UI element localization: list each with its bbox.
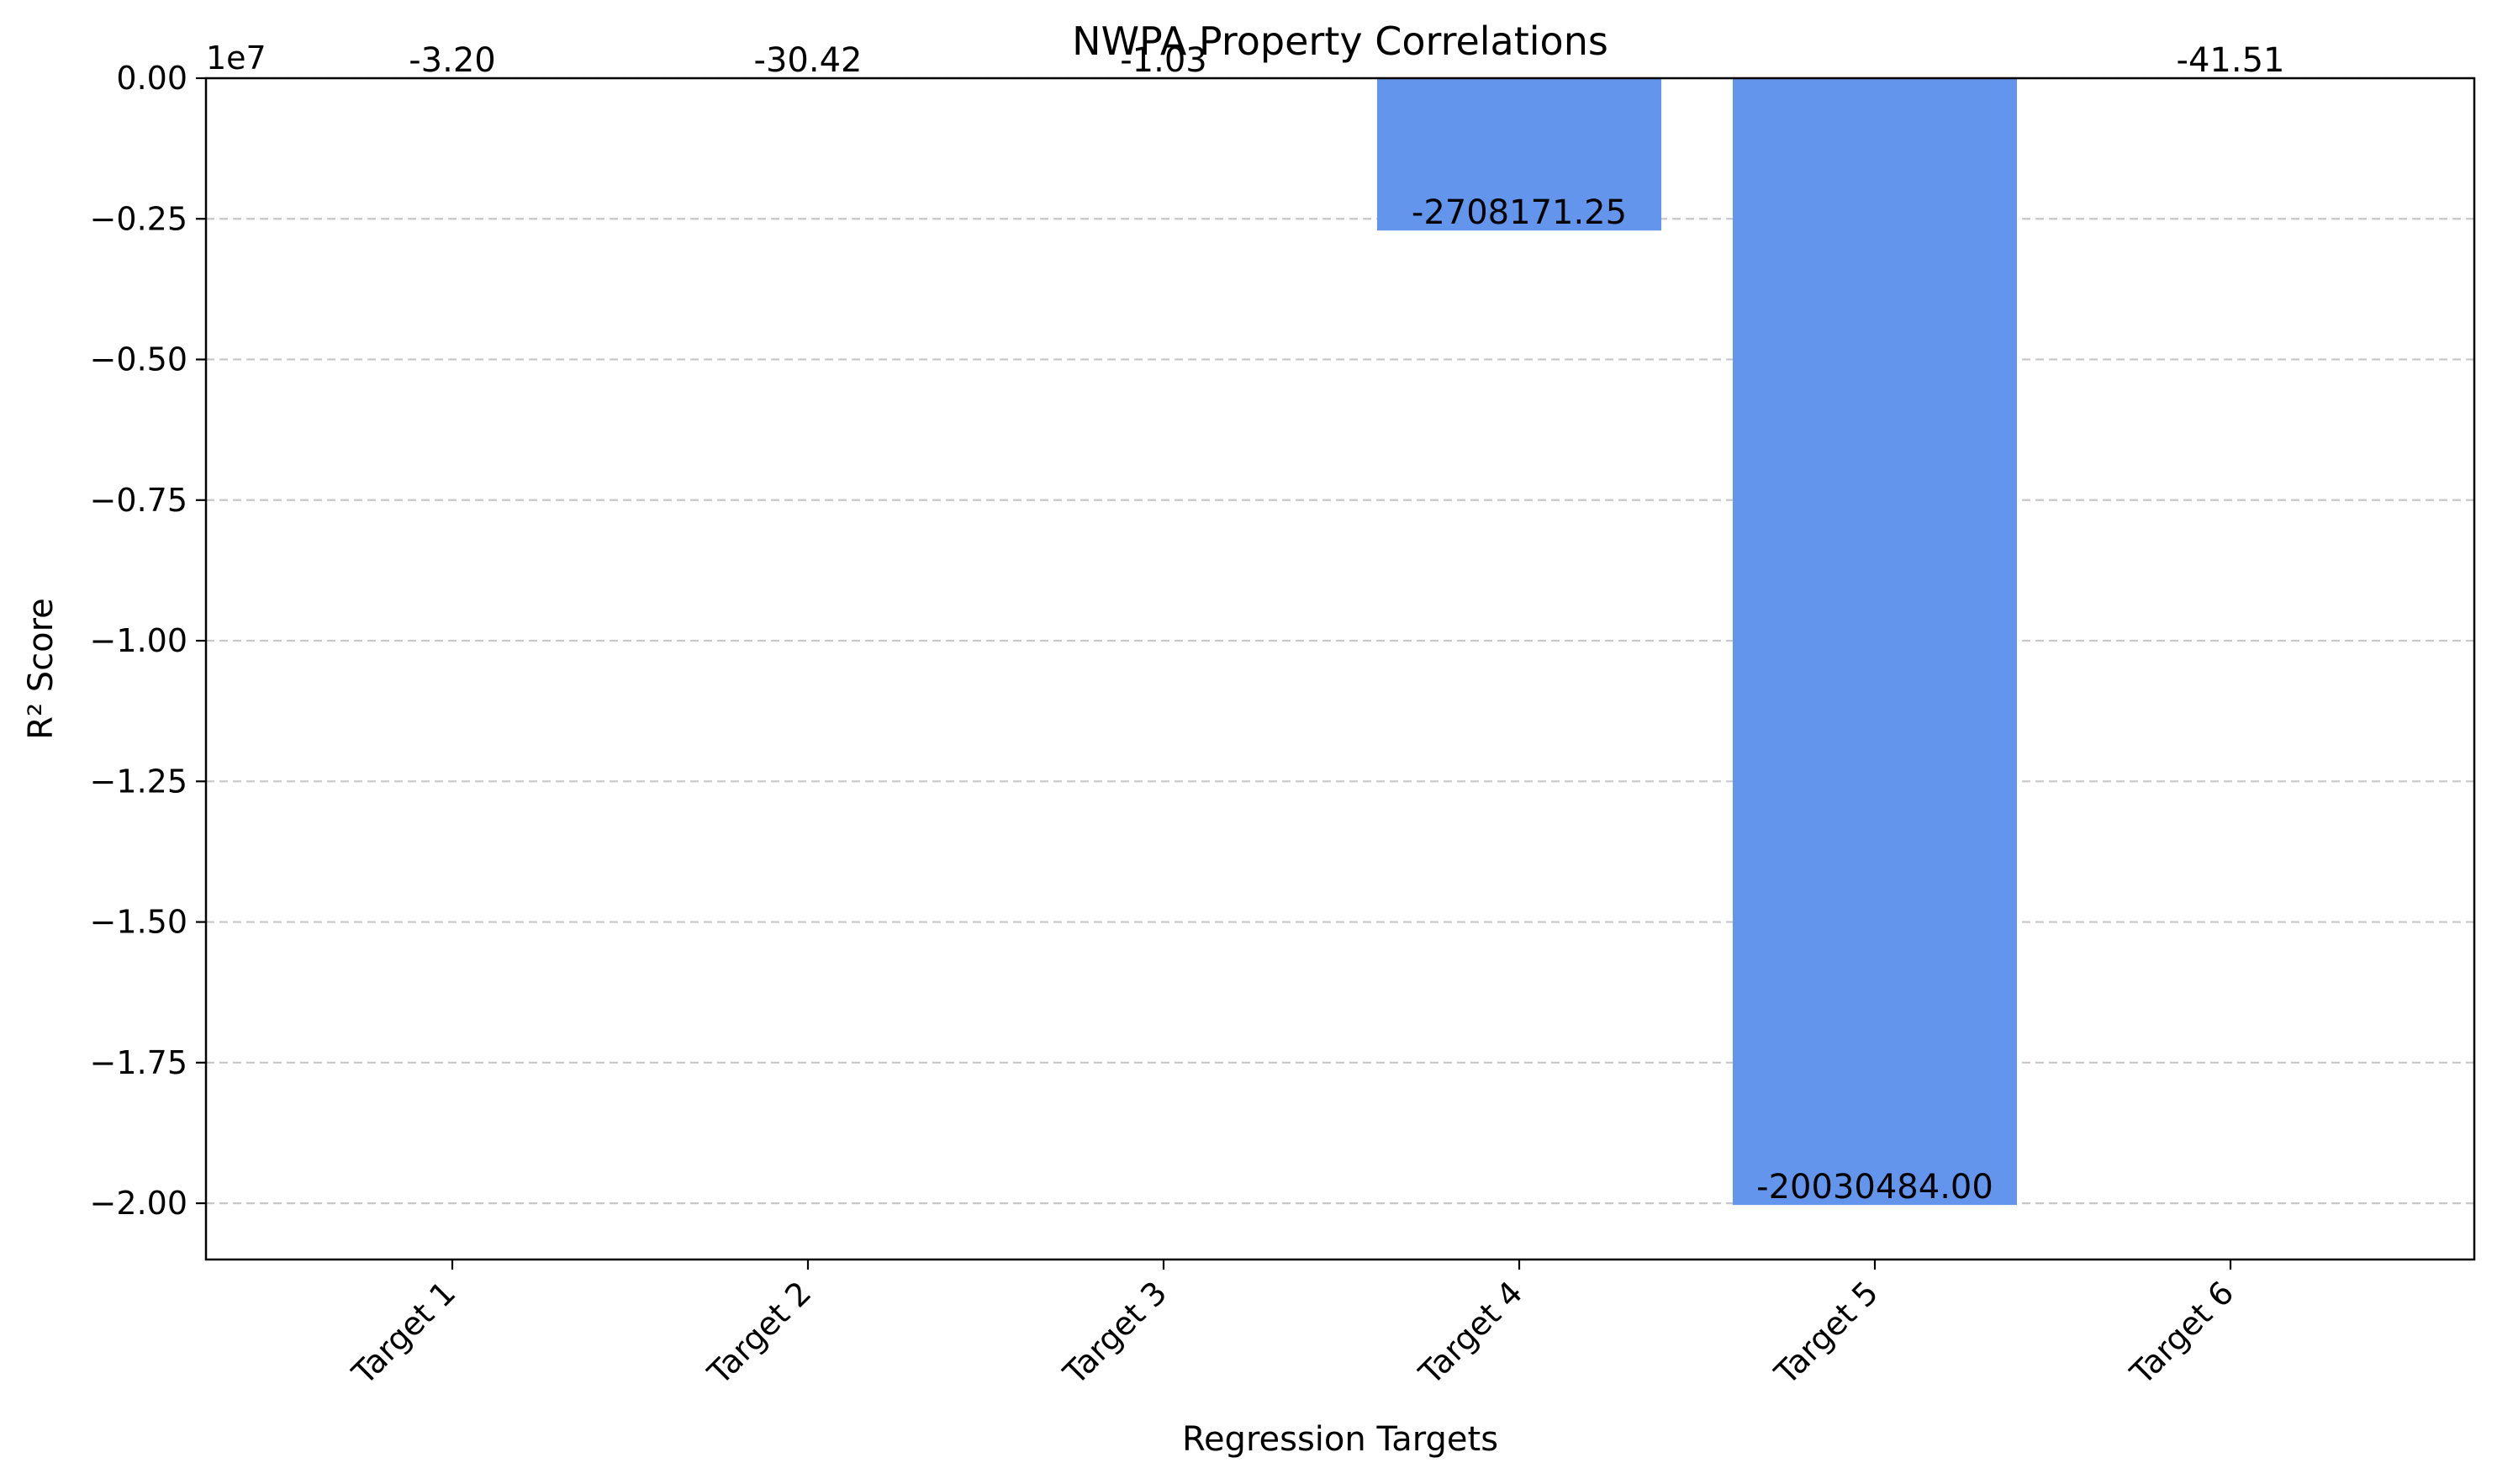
bar — [1377, 78, 1661, 231]
chart-title: NWPA Property Correlations — [1072, 18, 1608, 64]
y-tick-label: 0.00 — [116, 60, 187, 97]
y-axis-ticks: 0.00 −0.25 −0.50 −0.75 −1.00 −1.25 −1.50 −1.75 −… — [90, 60, 206, 1222]
bar-data-label: -1.03 — [1120, 41, 1207, 80]
y-tick-label: −1.00 — [90, 622, 187, 659]
bars — [310, 78, 2373, 1206]
bar-data-label: -41.51 — [2177, 41, 2285, 80]
y-tick-label: −0.75 — [90, 482, 187, 519]
bar-data-label: -30.42 — [754, 41, 863, 80]
y-tick-label: −1.50 — [90, 904, 187, 941]
y-tick-label: −2.00 — [90, 1185, 187, 1222]
grid-lines — [206, 77, 2474, 1205]
y-axis-label: R² Score — [22, 598, 61, 740]
y-tick-label: −1.25 — [90, 763, 187, 800]
y-tick-label: −0.25 — [90, 200, 187, 237]
data-labels: -3.20 -30.42 -1.03 -2708171.25 -20030484.00 -… — [409, 41, 2284, 1207]
bar — [1733, 78, 2017, 1206]
bar-data-label: -20030484.00 — [1756, 1168, 1993, 1207]
bar-data-label: -2708171.25 — [1412, 193, 1627, 232]
y-tick-label: −0.50 — [90, 341, 187, 378]
bar-data-label: -3.20 — [409, 41, 496, 80]
plot-frame — [204, 77, 2476, 1261]
y-offset-label: 1e7 — [206, 40, 267, 77]
y-tick-label: −1.75 — [90, 1044, 187, 1081]
x-axis-label: Regression Targets — [1182, 1420, 1498, 1459]
